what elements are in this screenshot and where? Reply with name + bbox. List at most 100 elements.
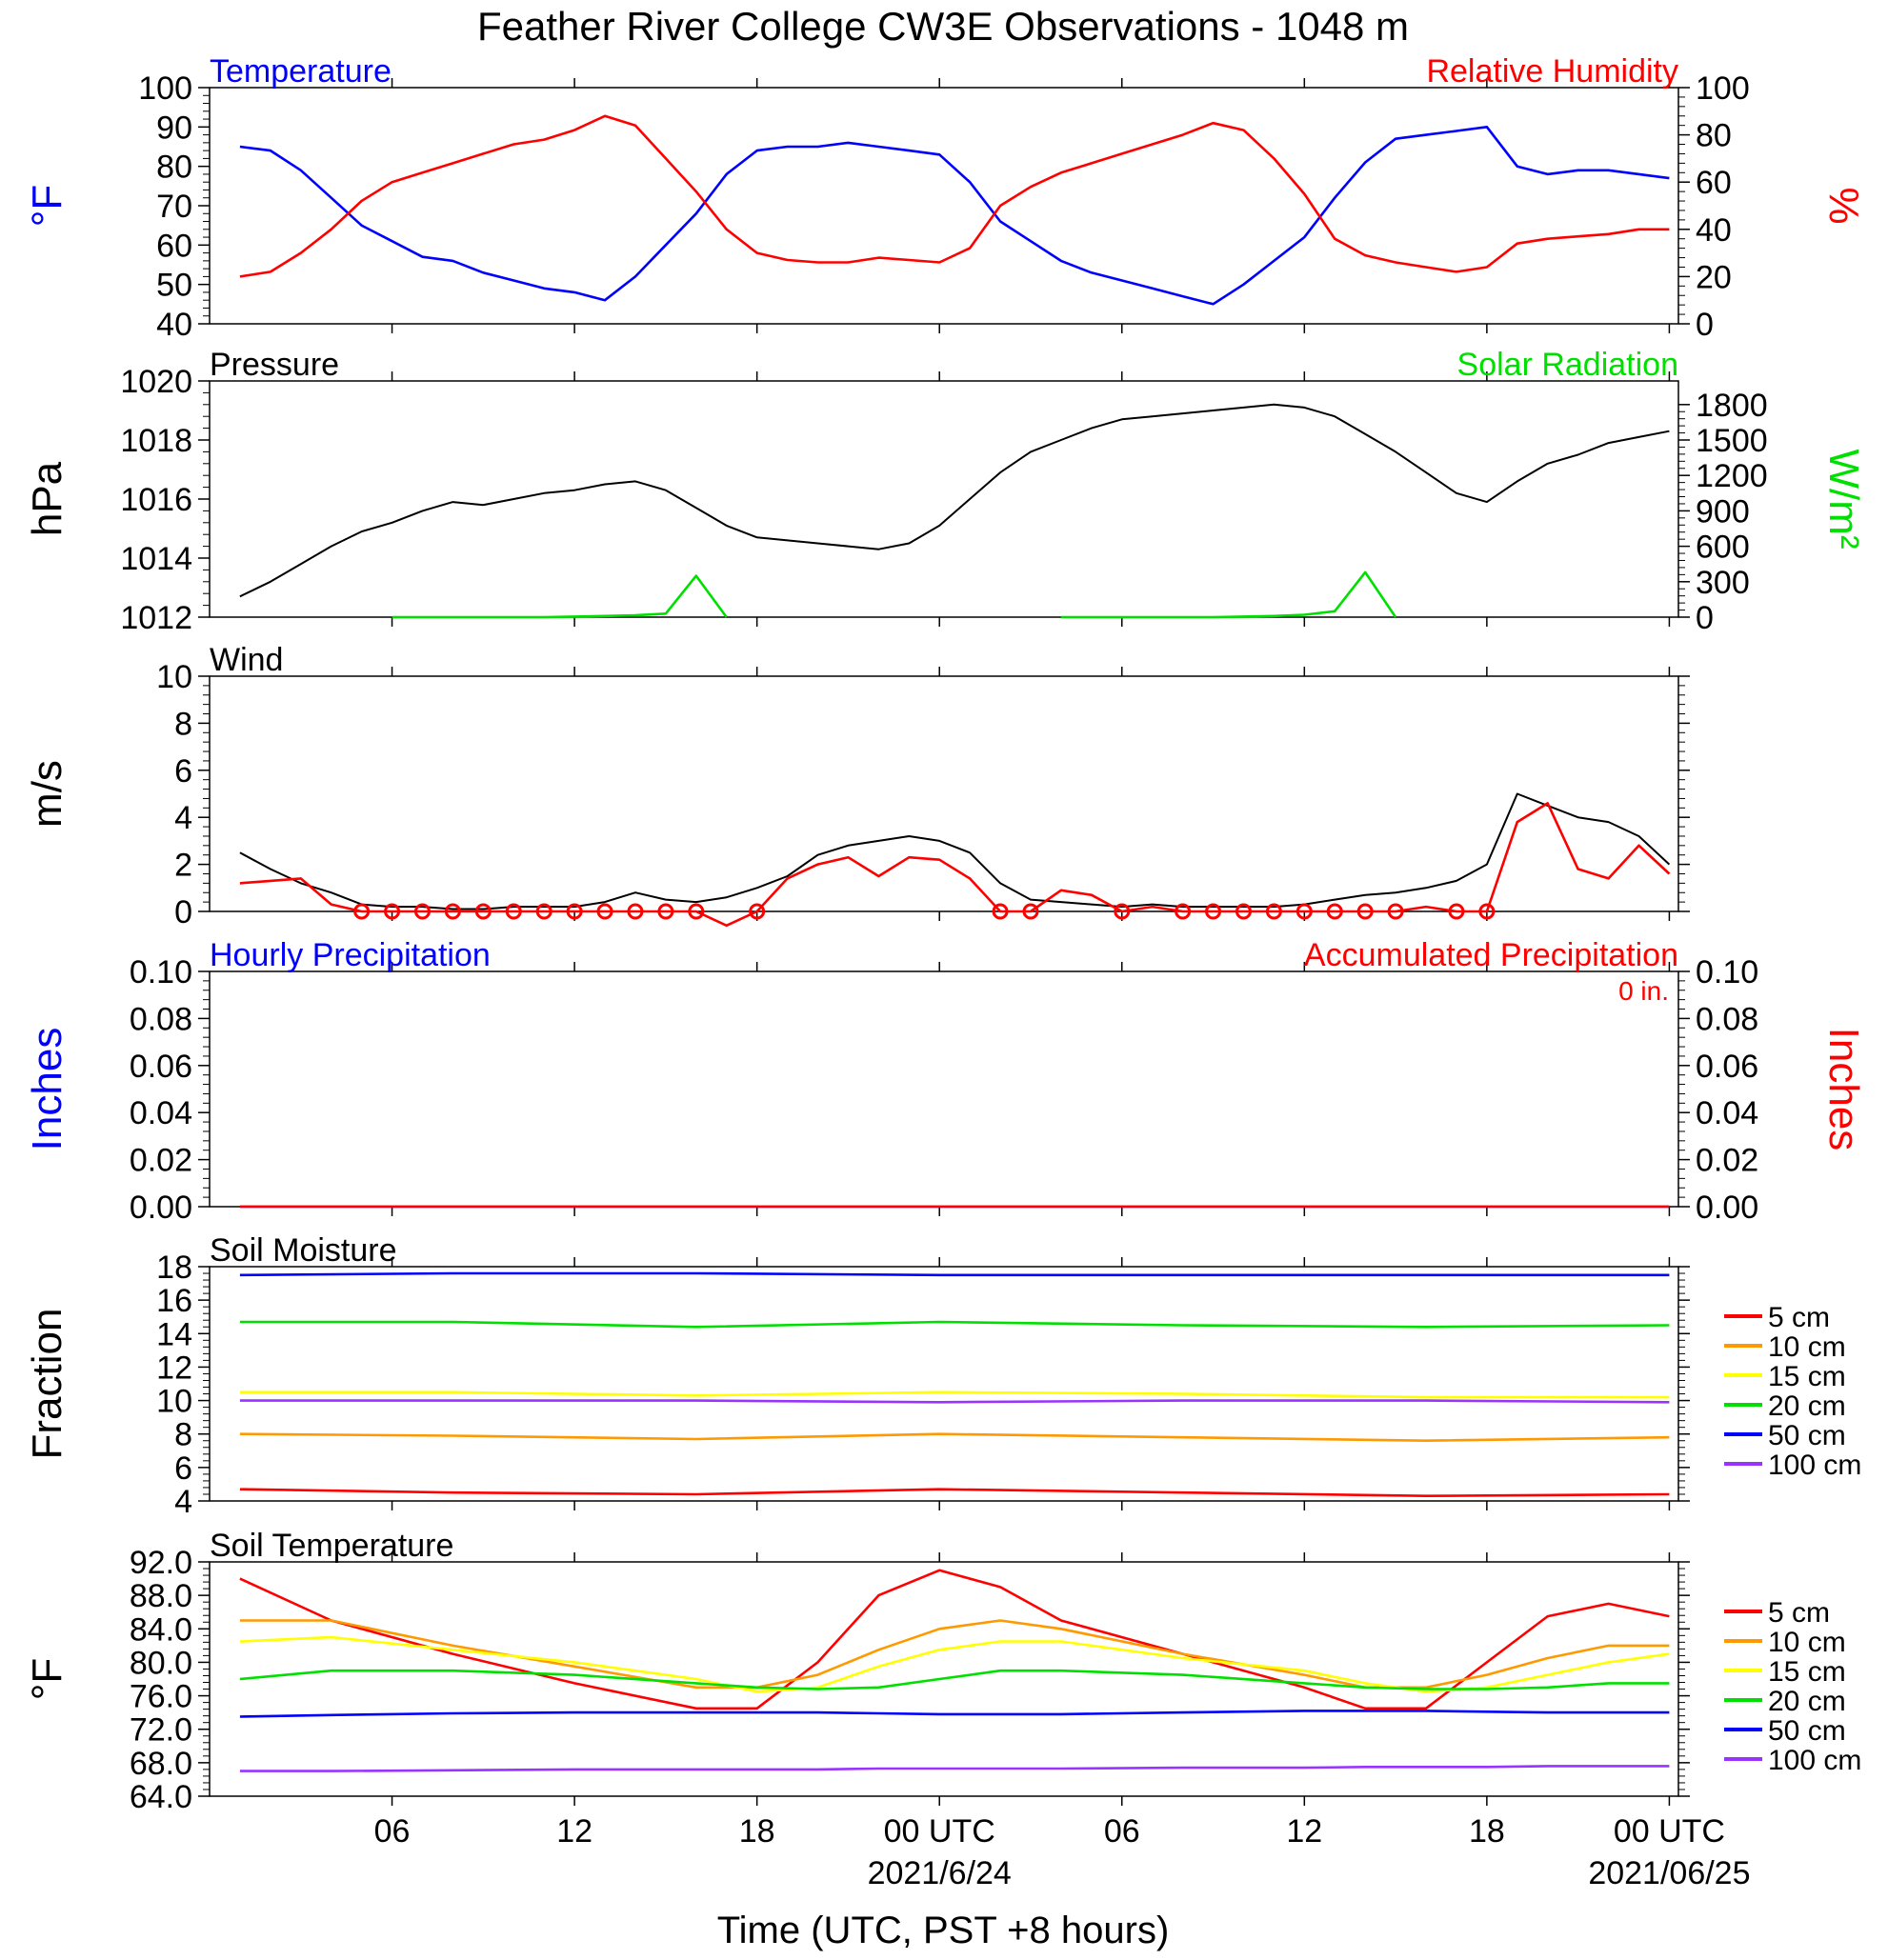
calm-wind-marker — [657, 903, 674, 920]
panel-title-left: Wind — [210, 642, 283, 678]
calm-wind-marker — [596, 903, 613, 920]
legend-label: 20 cm — [1768, 1686, 1846, 1717]
calm-wind-marker — [1326, 903, 1343, 920]
panel-frame — [209, 970, 1679, 1208]
calm-wind-marker — [1356, 903, 1374, 920]
y-tick-label-right: 80 — [1696, 118, 1732, 154]
series-line-100-cm — [239, 1399, 1670, 1404]
y-tick-label-left: 60 — [156, 228, 192, 264]
y-tick-label-left: 1018 — [120, 423, 192, 459]
y-tick-label-right: 0.04 — [1696, 1095, 1758, 1131]
y-tick-label-left: 0.10 — [130, 954, 192, 990]
calm-wind-marker — [1387, 903, 1404, 920]
x-axis-label: Time (UTC, PST +8 hours) — [717, 1910, 1170, 1951]
panel-title-left: Soil Temperature — [210, 1528, 453, 1564]
y-tick-label-left: 4 — [174, 1484, 192, 1520]
y-tick-label-left: 84.0 — [130, 1611, 192, 1648]
panel-2: 0 2 4 6 8 10 Wind m/s — [24, 642, 1690, 930]
series-line-15-cm — [239, 1390, 1670, 1399]
y-tick-label-left: 4 — [174, 800, 192, 836]
series-line-50-cm — [239, 1271, 1670, 1277]
y-tick-label-left: 64.0 — [130, 1779, 192, 1815]
legend-label: 100 cm — [1768, 1450, 1861, 1481]
x-tick-label: 18 — [739, 1813, 775, 1850]
x-axis: 06 12 18 00 UTC 2021/6/24 06 12 18 00 UTC 2021/06… — [374, 1813, 1751, 1891]
y-tick-label-left: 1020 — [120, 364, 192, 400]
calm-wind-marker — [413, 903, 431, 920]
x-tick-label: 12 — [1286, 1813, 1322, 1850]
y-tick-label-left: 40 — [156, 307, 192, 343]
y-tick-label-left: 0.06 — [130, 1049, 192, 1085]
y-tick-label-left: 6 — [174, 753, 192, 790]
calm-wind-marker — [384, 903, 401, 920]
panel-title-left: Temperature — [210, 53, 392, 90]
y-tick-label-left: 1014 — [120, 541, 192, 577]
y-axis-label-left: m/s — [24, 760, 70, 828]
y-tick-label-left: 0.02 — [130, 1143, 192, 1179]
series-line-5-cm — [239, 1569, 1670, 1710]
series-line-wind-speed — [239, 792, 1671, 910]
y-axis-label-right: % — [1820, 187, 1867, 224]
y-tick-label-left: 10 — [156, 1384, 192, 1420]
series-line-solar-radiation — [392, 574, 728, 619]
y-tick-label-left: 68.0 — [130, 1746, 192, 1782]
legend-label: 15 cm — [1768, 1361, 1846, 1392]
series-line-temperature — [239, 126, 1670, 306]
series-line-10-cm — [239, 1619, 1670, 1690]
y-tick-label-left: 80 — [156, 150, 192, 186]
legend-label: 5 cm — [1768, 1302, 1830, 1333]
y-tick-label-right: 100 — [1696, 70, 1750, 107]
calm-wind-marker — [1478, 903, 1496, 920]
calm-wind-marker — [1448, 903, 1465, 920]
y-tick-label-left: 1016 — [120, 482, 192, 518]
legend-label: 50 cm — [1768, 1420, 1846, 1451]
y-tick-label-left: 76.0 — [130, 1679, 192, 1715]
calm-wind-marker — [535, 903, 552, 920]
y-tick-label-left: 50 — [156, 268, 192, 304]
series-line-15-cm — [239, 1635, 1670, 1693]
x-tick-label: 00 UTC — [1614, 1813, 1725, 1850]
calm-wind-marker — [688, 903, 705, 920]
panel-1: 1012 1014 1016 1018 1020 03006009001200150018… — [24, 347, 1867, 636]
series-line-20-cm — [239, 1320, 1670, 1329]
legend-label: 5 cm — [1768, 1597, 1830, 1629]
calm-wind-marker — [1205, 903, 1222, 920]
y-axis-label-right: Inches — [1820, 1028, 1867, 1151]
y-tick-label-right: 1500 — [1696, 423, 1768, 459]
y-tick-label-right: 900 — [1696, 493, 1750, 530]
y-tick-label-left: 2 — [174, 848, 192, 884]
calm-wind-marker — [353, 903, 371, 920]
y-tick-label-left: 0.08 — [130, 1001, 192, 1037]
calm-wind-marker — [444, 903, 461, 920]
legend-label: 10 cm — [1768, 1627, 1846, 1658]
calm-wind-marker — [992, 903, 1009, 920]
y-tick-label-left: 100 — [138, 70, 192, 107]
calm-wind-marker — [749, 903, 766, 920]
y-tick-label-left: 16 — [156, 1283, 192, 1319]
legend-label: 50 cm — [1768, 1715, 1846, 1747]
panel-frame — [209, 1561, 1679, 1797]
panel-frame — [209, 1266, 1679, 1502]
y-tick-label-left: 70 — [156, 189, 192, 225]
calm-wind-marker — [1175, 903, 1192, 920]
y-tick-label-left: 18 — [156, 1250, 192, 1286]
y-tick-label-right: 0 — [1696, 600, 1714, 636]
y-tick-label-left: 10 — [156, 659, 192, 695]
y-tick-label-left: 90 — [156, 110, 192, 146]
panel-frame — [209, 380, 1679, 618]
x-tick-date: 2021/6/24 — [868, 1855, 1012, 1891]
series-line-10-cm — [239, 1432, 1670, 1442]
y-tick-label-right: 300 — [1696, 565, 1750, 601]
calm-wind-marker — [1235, 903, 1252, 920]
y-tick-label-right: 0.02 — [1696, 1143, 1758, 1179]
panel-frame — [209, 675, 1679, 912]
series-line-20-cm — [239, 1669, 1670, 1690]
y-tick-label-right: 40 — [1696, 212, 1732, 249]
y-tick-label-left: 0.04 — [130, 1095, 192, 1131]
x-tick-label: 12 — [556, 1813, 593, 1850]
x-tick-label: 06 — [1104, 1813, 1140, 1850]
y-tick-label-left: 88.0 — [130, 1578, 192, 1614]
